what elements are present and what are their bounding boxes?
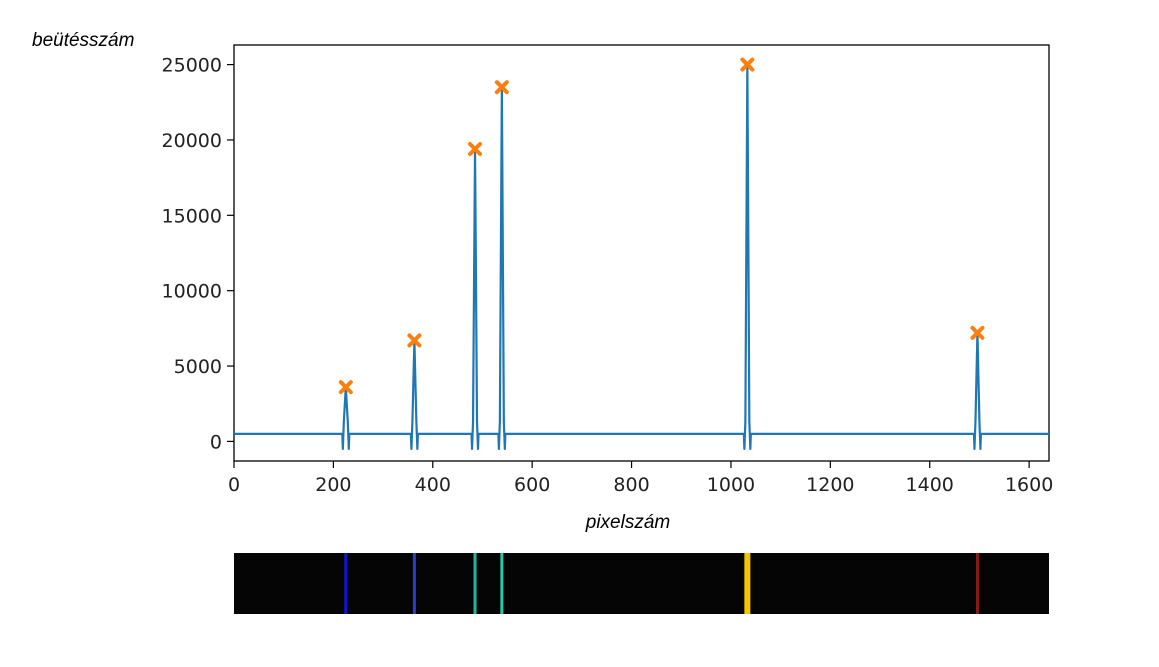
y-tick-label: 15000: [162, 205, 222, 227]
x-tick-label: 1000: [707, 474, 755, 496]
x-tick-label: 1400: [906, 474, 954, 496]
peak-marker: [740, 57, 755, 72]
peak-marker: [468, 142, 483, 156]
x-tick-label: 0: [228, 474, 240, 496]
x-tick-label: 200: [315, 474, 351, 496]
y-tick-label: 25000: [162, 55, 222, 77]
x-tick-label: 1200: [806, 474, 854, 496]
spectral-line: [412, 553, 416, 614]
x-tick-label: 1600: [1005, 474, 1053, 496]
y-axis-ticks: 0 5000 10000 15000 20000 25000: [162, 55, 234, 453]
y-tick-label: 10000: [162, 281, 222, 303]
spectrum-strip: [234, 553, 1049, 614]
plot-area: [233, 44, 1050, 462]
spectrum-line: [234, 63, 1049, 451]
x-tick-label: 800: [613, 474, 649, 496]
spectral-line: [975, 553, 979, 614]
spectral-line: [744, 553, 751, 614]
spectrum-strip-background: [234, 553, 1049, 614]
y-tick-label: 20000: [162, 130, 222, 152]
spectral-line: [344, 553, 348, 614]
peak-marker: [407, 333, 422, 348]
x-axis-label: pixelszám: [585, 512, 670, 533]
y-tick-label: 5000: [174, 356, 222, 378]
x-tick-label: 600: [514, 474, 550, 496]
peak-marker: [970, 325, 985, 340]
plot-frame: [233, 44, 1050, 462]
peak-marker: [494, 80, 509, 95]
spectral-line: [473, 553, 477, 614]
y-axis-label: beütésszám: [32, 30, 134, 51]
x-axis-ticks: 0 200 400 600 800 1000 1200 1400 1600: [228, 461, 1053, 496]
x-tick-label: 400: [415, 474, 451, 496]
spectral-line: [500, 553, 504, 614]
peak-marker: [338, 380, 353, 395]
y-tick-label: 0: [210, 431, 222, 453]
